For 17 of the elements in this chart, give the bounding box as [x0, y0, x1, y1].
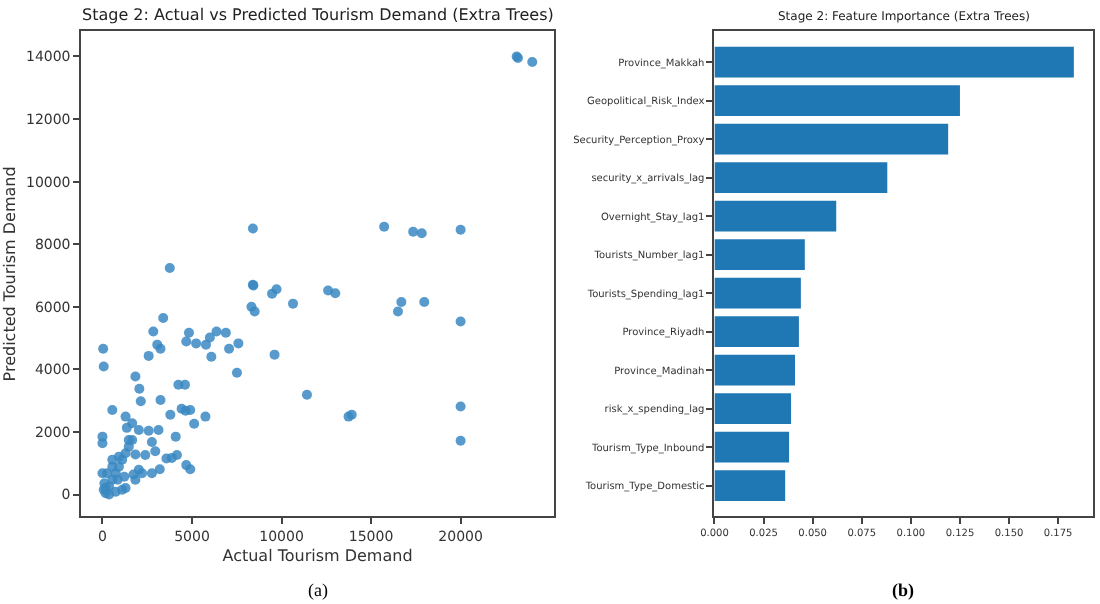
bar — [714, 277, 801, 309]
x-axis-title: Actual Tourism Demand — [222, 547, 413, 566]
bar — [714, 470, 786, 502]
bar — [714, 85, 960, 117]
bar — [714, 239, 805, 271]
bar — [714, 316, 799, 348]
bar — [714, 393, 792, 425]
bar — [714, 123, 949, 155]
chart-title: Stage 2: Actual vs Predicted Tourism Demand (Extra Trees) — [82, 6, 554, 24]
bar — [714, 46, 1074, 78]
y-axis-title: Predicted Tourism Demand — [1, 166, 20, 382]
bar — [714, 162, 888, 194]
text: (b) — [892, 580, 914, 600]
bar — [714, 354, 795, 386]
bar — [714, 200, 837, 232]
bar — [714, 431, 790, 463]
text: (a) — [308, 580, 328, 600]
